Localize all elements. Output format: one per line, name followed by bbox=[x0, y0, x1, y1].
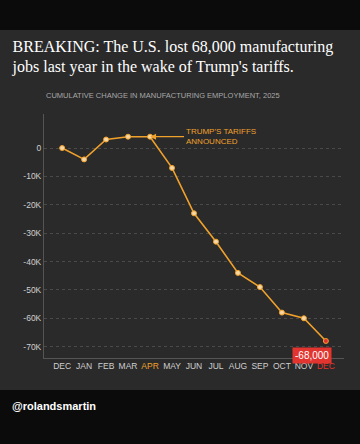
svg-text:-60K: -60K bbox=[23, 313, 41, 323]
svg-text:SEP: SEP bbox=[251, 361, 268, 371]
svg-text:DEC: DEC bbox=[317, 361, 335, 371]
svg-text:-40K: -40K bbox=[23, 257, 41, 267]
svg-text:JAN: JAN bbox=[76, 361, 92, 371]
svg-text:OCT: OCT bbox=[273, 361, 291, 371]
svg-text:MAR: MAR bbox=[119, 361, 138, 371]
html-text:@rolandsmartin: @rolandsmartin bbox=[12, 400, 97, 412]
svg-text:-50K: -50K bbox=[23, 285, 41, 295]
svg-text:JUN: JUN bbox=[186, 361, 203, 371]
svg-text:-20K: -20K bbox=[23, 200, 41, 210]
svg-text:TRUMP'S TARIFFSANNOUNCED: TRUMP'S TARIFFSANNOUNCED bbox=[186, 127, 256, 146]
svg-text:-68,000: -68,000 bbox=[295, 350, 329, 361]
svg-text:FEB: FEB bbox=[98, 361, 115, 371]
svg-text:-30K: -30K bbox=[23, 228, 41, 238]
svg-text:0: 0 bbox=[37, 143, 42, 153]
svg-text:APR: APR bbox=[141, 361, 158, 371]
svg-text:AUG: AUG bbox=[229, 361, 247, 371]
svg-text:NOV: NOV bbox=[295, 361, 314, 371]
svg-text:DEC: DEC bbox=[53, 361, 71, 371]
svg-text:-70K: -70K bbox=[23, 342, 41, 352]
svg-text:BREAKING: The U.S. lost 68,000: BREAKING: The U.S. lost 68,000 manufactu… bbox=[12, 38, 334, 77]
svg-text:CUMULATIVE CHANGE IN MANUFACTU: CUMULATIVE CHANGE IN MANUFACTURING EMPLO… bbox=[46, 91, 280, 100]
svg-text:MAY: MAY bbox=[163, 361, 181, 371]
svg-text:JUL: JUL bbox=[208, 361, 223, 371]
svg-text:-10K: -10K bbox=[23, 171, 41, 181]
